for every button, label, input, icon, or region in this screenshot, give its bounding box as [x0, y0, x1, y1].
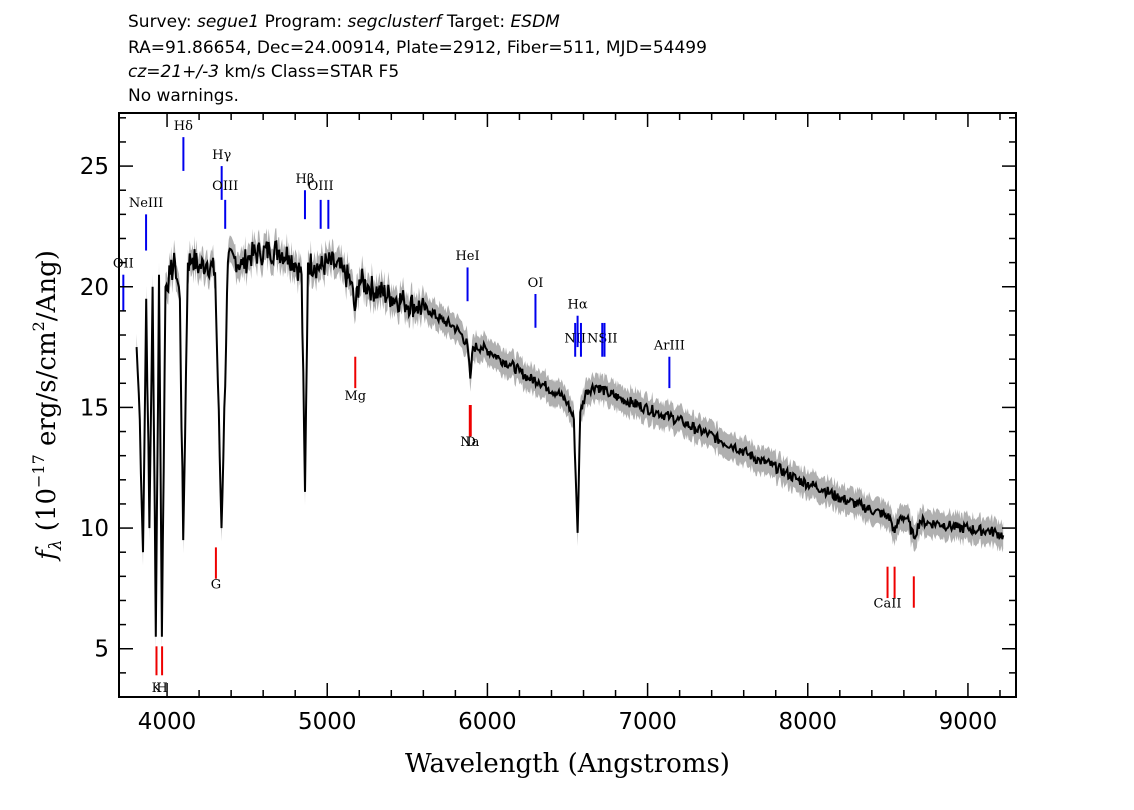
y-tick-label: 15	[80, 395, 109, 421]
absorption-line-label: G	[211, 577, 221, 592]
absorption-line-label: Mg	[344, 389, 366, 404]
class-text: km/s Class=STAR F5	[219, 62, 400, 82]
absorption-line-label: H	[156, 681, 167, 696]
y-axis-title-units: erg/s/cm	[32, 331, 62, 454]
program-label: Program:	[264, 12, 343, 32]
spectrum-series	[135, 239, 1005, 637]
target-value: ESDM	[510, 12, 560, 32]
y-axis-title: fλ (10−17 erg/s/cm2/Ang)	[29, 250, 66, 562]
spectrum-line	[135, 239, 1005, 637]
x-tick-label: 8000	[778, 709, 837, 735]
y-tick-label: 25	[80, 154, 109, 180]
absorption-line-label: CaII	[874, 597, 902, 612]
emission-line-label: NeIII	[129, 196, 163, 211]
emission-line-label: Hα	[568, 297, 588, 312]
y-axis-title-sub: λ	[46, 539, 66, 551]
absorption-line-label: K	[152, 681, 162, 696]
y-axis-title-exp: −17	[29, 454, 48, 488]
header-line-3: cz=21+/-3 km/s Class=STAR F5	[128, 62, 399, 82]
y-axis-title-rest: (10	[32, 488, 62, 540]
emission-line-label: Hγ	[212, 148, 231, 163]
emission-line-label: ArIII	[653, 338, 685, 353]
emission-line-label: NSII	[587, 331, 618, 346]
header-line-1: Survey: segue1 Program: segclusterf Targ…	[128, 12, 560, 32]
absorption-line-label: Na	[460, 435, 479, 450]
error-band-area	[136, 228, 1004, 650]
y-tick-label: 5	[94, 637, 109, 663]
warnings-text: No warnings.	[128, 86, 239, 106]
y-tick-label: 20	[80, 275, 109, 301]
emission-line-label: OII	[113, 256, 134, 271]
plot-frame	[118, 112, 1017, 698]
emission-line-label: OI	[528, 276, 544, 291]
emission-line-label: HeI	[455, 249, 479, 264]
absorption-line-label: D	[466, 435, 476, 450]
x-tick-label: 6000	[458, 709, 517, 735]
x-tick-label: 9000	[939, 709, 998, 735]
header-line-2: RA=91.86654, Dec=24.00914, Plate=2912, F…	[128, 38, 707, 58]
error-band	[136, 228, 1004, 650]
target-label: Target:	[446, 12, 506, 32]
x-tick-label: 5000	[298, 709, 357, 735]
survey-value: segue1	[197, 12, 260, 32]
emission-line-label: OIII	[212, 179, 238, 194]
axis-ticks: 4000 5000 6000 7000 8000 9000 5 10 15 20 25	[80, 113, 1016, 735]
emission-line-label: OIII	[308, 179, 334, 194]
x-axis-title: Wavelength (Angstroms)	[405, 749, 730, 779]
x-tick-label: 7000	[618, 709, 677, 735]
program-value: segclusterf	[347, 12, 442, 32]
x-tick-label: 4000	[138, 709, 197, 735]
emission-line-label: Hδ	[174, 119, 193, 134]
emission-line-label: Hβ	[296, 172, 315, 187]
cz-value: cz=21+/-3	[128, 62, 220, 82]
y-axis-title-exp2: 2	[29, 321, 48, 331]
survey-label: Survey:	[128, 12, 192, 32]
emission-line-label: NII	[564, 331, 586, 346]
y-tick-label: 10	[80, 516, 109, 542]
y-axis-title-end: /Ang)	[32, 250, 62, 321]
